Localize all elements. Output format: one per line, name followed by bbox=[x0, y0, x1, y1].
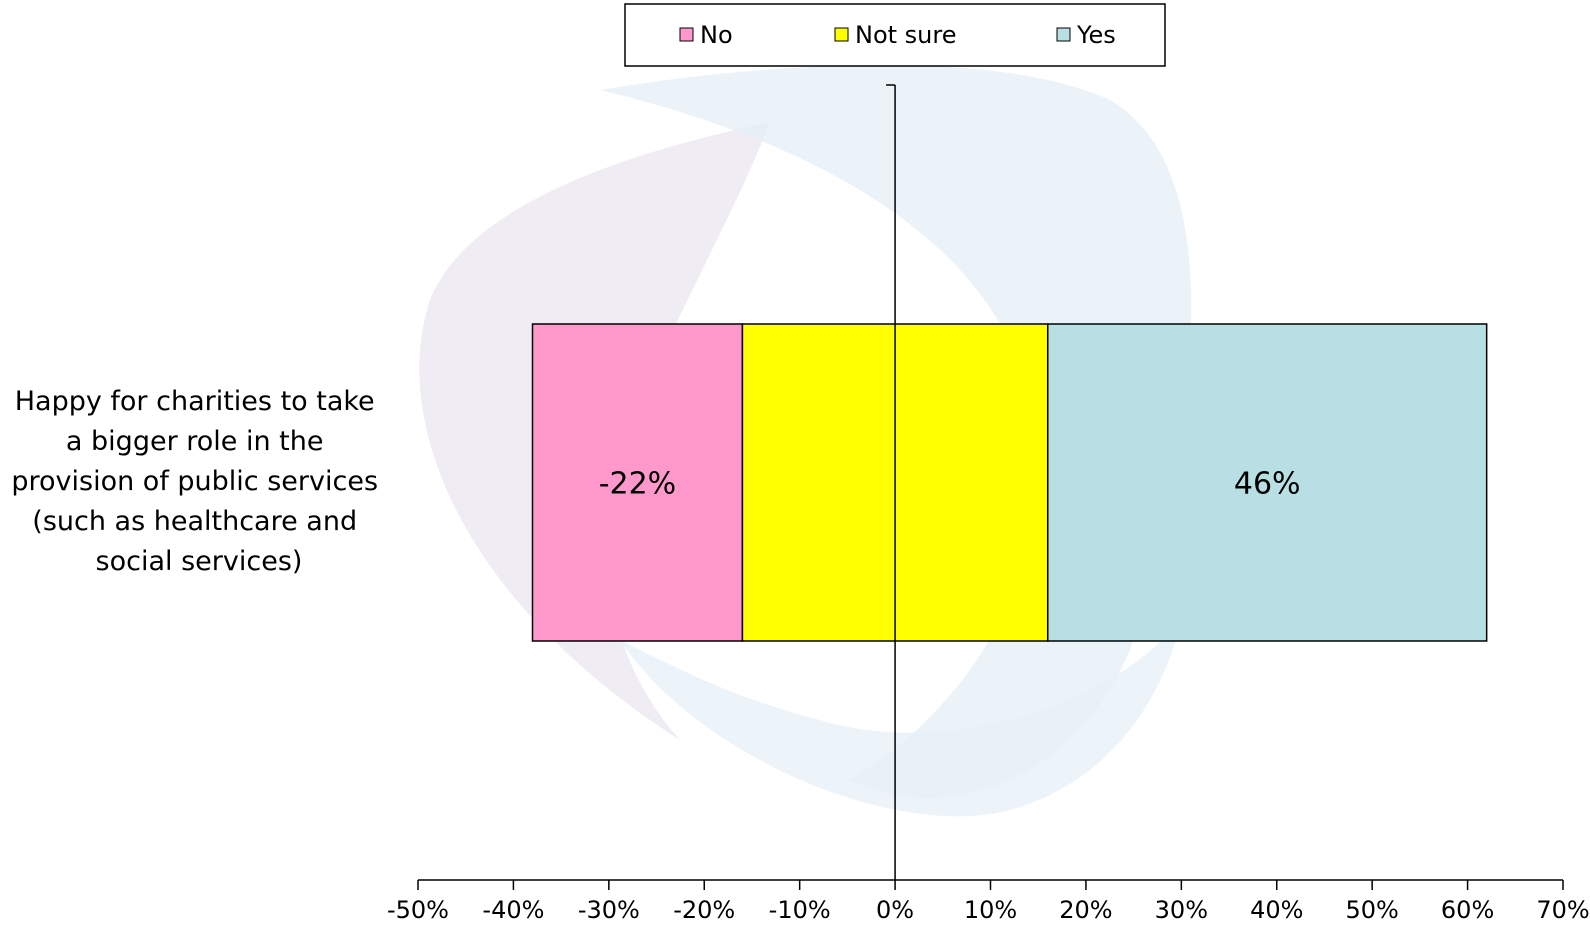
x-tick-label: -30% bbox=[578, 896, 640, 924]
legend-box bbox=[624, 3, 1166, 67]
data-label-no: -22% bbox=[599, 467, 677, 502]
legend-label-yes: Yes bbox=[1076, 21, 1116, 49]
x-tick-label: 20% bbox=[1059, 896, 1112, 924]
bar-yes bbox=[1047, 323, 1488, 642]
legend: No Not sure Yes bbox=[624, 3, 1166, 67]
bar-no bbox=[531, 323, 744, 642]
x-tick-label: -20% bbox=[673, 896, 735, 924]
watermark-swoosh-lower bbox=[620, 620, 1180, 817]
legend-entry-not-sure: Not sure bbox=[834, 21, 957, 49]
zero-line bbox=[886, 84, 896, 880]
x-tick-label: 60% bbox=[1441, 896, 1494, 924]
legend-swatch-yes bbox=[1056, 27, 1071, 42]
category-label-line: a bigger role in the bbox=[66, 426, 324, 457]
x-tick-label: -10% bbox=[769, 896, 831, 924]
legend-swatch-not-sure bbox=[834, 27, 849, 42]
x-tick-label: -50% bbox=[387, 896, 449, 924]
x-axis: -50% -40% -30% -20% -10% 0% 10% 20% 30% 40% 50% 60%… bbox=[387, 879, 1590, 924]
data-labels: -22% 46% bbox=[599, 467, 1301, 502]
x-tick-label: 50% bbox=[1345, 896, 1398, 924]
x-tick-label: 10% bbox=[964, 896, 1017, 924]
x-tick-label: 0% bbox=[876, 896, 914, 924]
data-label-yes: 46% bbox=[1234, 467, 1301, 502]
legend-entry-no: No bbox=[679, 21, 733, 49]
x-tick-label: 70% bbox=[1536, 896, 1589, 924]
legend-entry-yes: Yes bbox=[1056, 21, 1116, 49]
category-label-line: (such as healthcare and bbox=[32, 506, 357, 537]
legend-label-no: No bbox=[700, 21, 733, 49]
x-tick-label: 40% bbox=[1250, 896, 1303, 924]
legend-swatch-no bbox=[679, 27, 694, 42]
category-label-line: social services) bbox=[96, 546, 303, 577]
x-tick-label: 30% bbox=[1155, 896, 1208, 924]
category-label: Happy for charities to take a bigger rol… bbox=[11, 386, 386, 577]
category-label-line: provision of public services bbox=[11, 466, 378, 497]
legend-label-not-sure: Not sure bbox=[855, 21, 957, 49]
category-label-line: Happy for charities to take bbox=[15, 386, 375, 417]
x-tick-label: -40% bbox=[482, 896, 544, 924]
